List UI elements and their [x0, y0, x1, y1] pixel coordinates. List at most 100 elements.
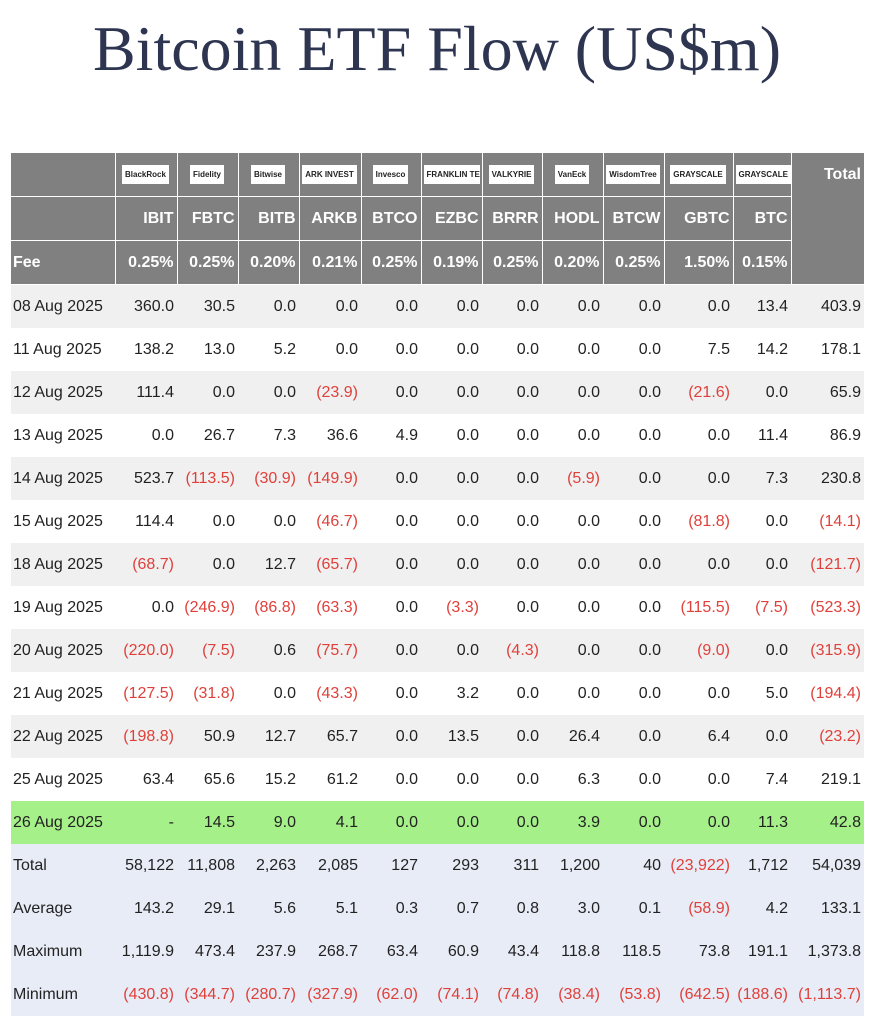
- flow-value: (58.9): [688, 899, 730, 917]
- logo-row: BlackRock Fidelity Bitwise ARK INVEST Invesc…: [11, 153, 864, 285]
- flow-value: 0.0: [395, 340, 418, 358]
- flow-value: (86.8): [254, 598, 296, 616]
- row-label: 15 Aug 2025: [13, 512, 103, 530]
- flow-value: 65.6: [203, 770, 235, 788]
- flow-value: 3.9: [577, 813, 600, 831]
- day-row: 08 Aug 2025 360.0 30.5 0.0 0.0 0.0 0.0 0.0 0.0 0.…: [11, 284, 864, 328]
- flow-value: 11.3: [758, 813, 788, 831]
- flow-value: 43.4: [507, 942, 539, 960]
- flow-value: (38.4): [558, 985, 600, 1003]
- flow-value: 0.0: [707, 813, 730, 831]
- ticker: ARKB: [298, 196, 361, 241]
- flow-value: 0.1: [638, 899, 661, 917]
- flow-value: 0.0: [707, 469, 730, 487]
- flow-value: (75.7): [316, 641, 358, 659]
- flow-value: (344.7): [184, 985, 235, 1003]
- flow-value: 65.9: [829, 383, 861, 401]
- flow-value: 26.7: [203, 426, 235, 444]
- flow-value: 0.0: [516, 297, 539, 315]
- flow-value: 0.0: [395, 297, 418, 315]
- fee: 0.19%: [420, 240, 482, 285]
- fund-logo: FRANKLIN TEMPLETON: [423, 165, 480, 184]
- flow-value: (62.0): [376, 985, 418, 1003]
- flow-value: 0.0: [765, 641, 788, 659]
- flow-value: (198.8): [123, 727, 174, 745]
- row-label: 12 Aug 2025: [13, 383, 103, 401]
- flow-value: 12.7: [264, 555, 296, 573]
- flow-value: 0.0: [577, 555, 600, 573]
- logo-cell: Invesco: [360, 153, 421, 197]
- flow-value: 0.0: [456, 770, 479, 788]
- flow-value: 0.0: [456, 297, 479, 315]
- flow-value: 0.0: [577, 426, 600, 444]
- flow-value: 5.1: [335, 899, 358, 917]
- logo-cell: VanEck: [541, 153, 603, 197]
- flow-value: 0.0: [395, 555, 418, 573]
- flow-value: 0.0: [212, 555, 235, 573]
- flow-value: (23,922): [670, 856, 730, 874]
- flow-value: (113.5): [185, 469, 235, 487]
- flow-value: 0.0: [516, 469, 539, 487]
- flow-value: 0.6: [273, 641, 296, 659]
- flow-value: 0.0: [577, 512, 600, 530]
- flow-value: (7.5): [755, 598, 788, 616]
- flow-value: 230.8: [820, 469, 861, 487]
- fee: 0.25%: [360, 240, 421, 285]
- table-body: 08 Aug 2025 360.0 30.5 0.0 0.0 0.0 0.0 0.0 0.0 0.…: [11, 284, 864, 844]
- flow-value: 0.0: [335, 297, 358, 315]
- flow-value: 61.2: [326, 770, 358, 788]
- fee: 0.20%: [237, 240, 299, 285]
- logo-cell: Bitwise: [237, 153, 299, 197]
- flow-value: 4.2: [765, 899, 788, 917]
- total-header: Total: [790, 153, 864, 285]
- flow-value: (327.9): [307, 985, 358, 1003]
- flow-value: 0.0: [516, 555, 539, 573]
- flow-value: 5.6: [273, 899, 296, 917]
- flow-value: 0.0: [395, 512, 418, 530]
- fund-logo: GRAYSCALE: [670, 165, 726, 184]
- flow-value: 127: [391, 856, 418, 874]
- flow-value: 0.0: [765, 727, 788, 745]
- flow-value: 0.0: [151, 598, 174, 616]
- flow-value: 0.0: [456, 383, 479, 401]
- summary-row: Average 143.2 29.1 5.6 5.1 0.3 0.7 0.8 3.0 0.1 (58…: [11, 887, 864, 930]
- flow-value: 7.4: [765, 770, 788, 788]
- flow-value: (220.0): [123, 641, 174, 659]
- flow-value: (246.9): [184, 598, 235, 616]
- fund-logo: Invesco: [372, 165, 409, 184]
- flow-value: 0.0: [707, 555, 730, 573]
- flow-value: 0.0: [395, 383, 418, 401]
- flow-value: 0.0: [456, 340, 479, 358]
- flow-value: 0.0: [638, 469, 661, 487]
- row-label: 26 Aug 2025: [13, 813, 103, 831]
- flow-value: 29.1: [203, 899, 235, 917]
- day-row: 19 Aug 2025 0.0 (246.9) (86.8) (63.3) 0.0 (3.3…: [11, 586, 864, 629]
- flow-value: 0.0: [395, 598, 418, 616]
- row-label: Average: [13, 899, 73, 917]
- flow-value: 0.0: [456, 469, 479, 487]
- flow-value: 11,808: [187, 856, 235, 874]
- logo-cell: WisdomTree: [602, 153, 664, 197]
- flow-value: 0.0: [577, 297, 600, 315]
- flow-value: 0.0: [273, 512, 296, 530]
- ticker: HODL: [541, 196, 603, 241]
- ticker: IBIT: [114, 196, 177, 241]
- flow-value: 1,712: [747, 856, 788, 874]
- flow-value: 13.0: [203, 340, 235, 358]
- flow-value: 0.0: [638, 426, 661, 444]
- flow-value: 0.0: [395, 727, 418, 745]
- flow-value: 0.8: [516, 899, 539, 917]
- flow-value: 133.1: [820, 899, 861, 917]
- row-label: 13 Aug 2025: [13, 426, 103, 444]
- flow-value: 0.0: [638, 555, 661, 573]
- fee: 0.20%: [541, 240, 603, 285]
- flow-value: 0.0: [638, 641, 661, 659]
- ticker-row: IBIT FBTC BITB ARKB BTCO EZBC BRRR HODL BTCW GBTC…: [11, 196, 864, 241]
- flow-value: (14.1): [819, 512, 861, 530]
- flow-value: 11.4: [758, 426, 788, 444]
- logo-cell: VALKYRIE: [481, 153, 542, 197]
- ticker: BTC: [732, 196, 791, 241]
- flow-value: 0.0: [395, 770, 418, 788]
- flow-value: 42.8: [829, 813, 861, 831]
